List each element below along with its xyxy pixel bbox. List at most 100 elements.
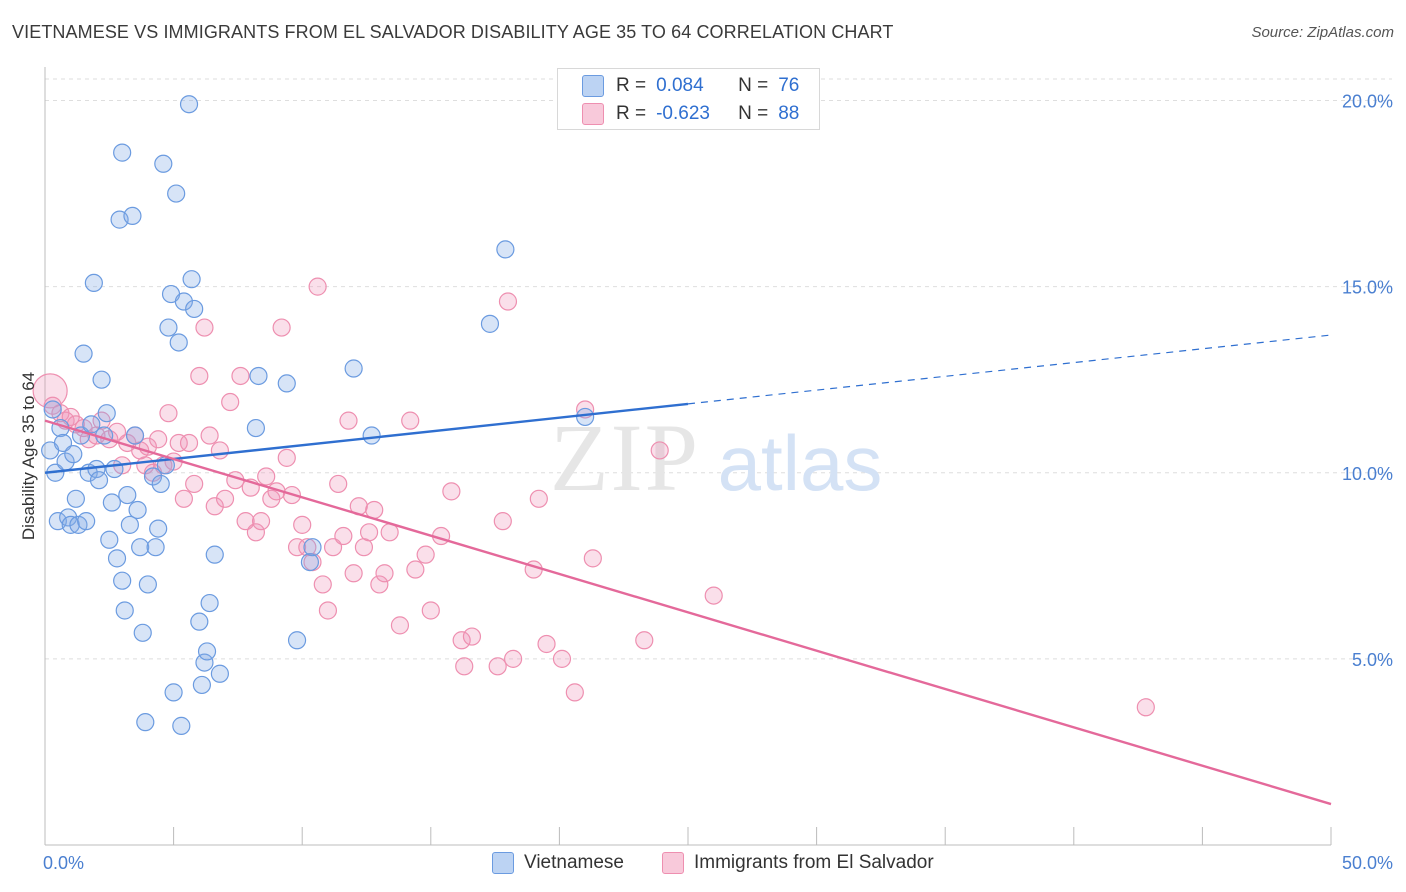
point-vietnamese <box>190 612 209 631</box>
point-vietnamese <box>113 571 132 590</box>
point-el-salvador <box>493 512 512 531</box>
legend-swatch-vietnamese <box>492 852 514 874</box>
trend-line-vietnamese <box>44 402 689 474</box>
point-el-salvador <box>1136 698 1155 717</box>
point-el-salvador <box>200 426 219 445</box>
point-el-salvador <box>565 683 584 702</box>
point-el-salvador <box>370 575 389 594</box>
point-vietnamese <box>151 474 170 494</box>
legend-swatch-el-salvador <box>662 852 684 874</box>
axes-layer <box>44 67 1332 846</box>
point-vietnamese <box>105 459 124 479</box>
point-el-salvador <box>236 512 255 531</box>
point-vietnamese <box>174 292 193 311</box>
point-vietnamese <box>118 485 137 505</box>
trend-layer <box>44 334 1332 806</box>
point-el-salvador <box>169 433 188 453</box>
point-vietnamese <box>576 407 595 427</box>
x-tick-label: 50.0% <box>1342 853 1393 873</box>
point-el-salvador <box>308 277 327 296</box>
point-vietnamese <box>210 664 229 683</box>
point-vietnamese <box>179 95 199 114</box>
y-axis-label: Disability Age 35 to 64 <box>19 372 38 540</box>
point-el-salvador <box>215 489 235 508</box>
point-el-salvador <box>635 631 654 650</box>
point-vietnamese <box>61 515 80 534</box>
point-vietnamese <box>84 273 103 293</box>
point-vietnamese <box>43 400 62 419</box>
point-el-salvador <box>159 404 178 423</box>
point-vietnamese <box>195 653 214 672</box>
point-el-salvador <box>537 634 556 654</box>
point-vietnamese <box>154 154 173 173</box>
stats-n-label: N = <box>738 103 769 124</box>
point-vietnamese <box>107 549 127 568</box>
legend-label-el-salvador: Immigrants from El Salvador <box>694 852 934 873</box>
point-vietnamese <box>123 206 142 225</box>
point-vietnamese <box>146 538 165 557</box>
point-vietnamese <box>159 318 178 337</box>
point-el-salvador <box>552 649 572 668</box>
trend-line-el-salvador <box>44 419 1332 806</box>
y-tick-label: 15.0% <box>1342 278 1393 298</box>
source-label: Source: ZipAtlas.com <box>1251 24 1394 41</box>
point-el-salvador <box>318 601 338 620</box>
point-el-salvador <box>195 318 214 337</box>
point-el-salvador <box>488 657 507 676</box>
stats-n-label: N = <box>738 75 769 96</box>
stats-row-vietnamese: R = 0.084 N = 76 <box>582 74 799 98</box>
point-vietnamese <box>496 240 515 259</box>
point-el-salvador <box>498 292 518 311</box>
point-vietnamese <box>197 642 217 661</box>
point-vietnamese <box>89 471 109 490</box>
point-vietnamese <box>64 445 83 464</box>
stats-r-value: -0.623 <box>656 103 710 124</box>
point-el-salvador <box>210 441 229 460</box>
stats-n-value: 76 <box>778 75 800 96</box>
point-el-salvador <box>293 515 312 534</box>
point-el-salvador <box>421 601 440 620</box>
point-el-salvador <box>390 616 410 635</box>
point-el-salvador <box>179 433 199 453</box>
point-el-salvador <box>406 560 425 579</box>
point-el-salvador <box>174 489 193 508</box>
stats-swatch-el-salvador <box>582 103 604 125</box>
point-vietnamese <box>136 713 155 732</box>
trend-line-vietnamese-extension <box>687 334 1332 405</box>
point-el-salvador <box>277 448 296 467</box>
point-el-salvador <box>650 441 669 460</box>
stats-n-value: 88 <box>778 103 800 124</box>
point-el-salvador <box>344 564 363 583</box>
point-vietnamese <box>143 467 163 486</box>
stats-row-el-salvador: R = -0.623 N = 88 <box>582 102 799 126</box>
series-legend: Vietnamese Immigrants from El Salvador <box>0 852 1406 878</box>
legend-label-vietnamese: Vietnamese <box>524 852 624 873</box>
stats-legend: R = 0.084 N = 76 R = -0.623 N = 88 <box>557 68 820 130</box>
point-vietnamese <box>128 500 147 520</box>
point-el-salvador <box>442 482 461 501</box>
point-vietnamese <box>303 538 322 557</box>
point-el-salvador <box>185 474 204 494</box>
point-vietnamese <box>480 314 500 333</box>
point-vietnamese <box>115 601 134 620</box>
point-el-salvador <box>251 512 271 531</box>
point-vietnamese <box>138 575 157 594</box>
point-el-salvador <box>287 538 307 557</box>
point-el-salvador <box>334 526 353 546</box>
grid-layer <box>45 78 1392 660</box>
point-el-salvador <box>416 545 435 564</box>
point-vietnamese <box>200 593 219 613</box>
point-vietnamese <box>185 299 204 319</box>
point-el-salvador <box>359 523 379 542</box>
stats-r-value: 0.084 <box>656 75 704 96</box>
point-vietnamese <box>164 683 183 702</box>
y-tick-label: 5.0% <box>1352 650 1393 670</box>
stats-r-label: R = <box>616 103 647 124</box>
point-el-salvador <box>272 318 291 337</box>
point-el-salvador <box>504 649 523 668</box>
point-el-salvador <box>257 467 276 486</box>
point-vietnamese <box>66 489 85 508</box>
point-vietnamese <box>167 184 186 203</box>
y-tick-label: 10.0% <box>1342 464 1393 484</box>
